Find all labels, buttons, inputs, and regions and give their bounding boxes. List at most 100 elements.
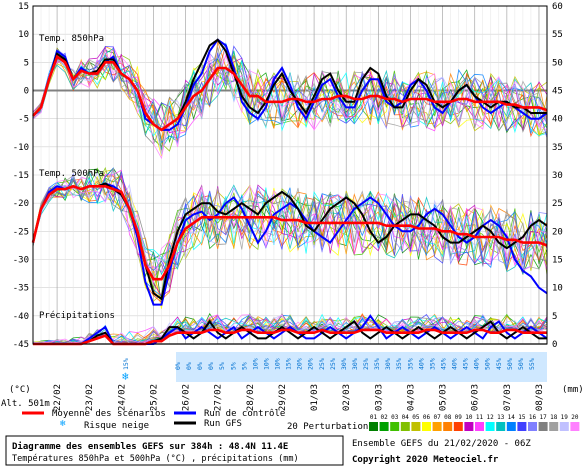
pert-swatch <box>400 422 410 431</box>
pert-swatch <box>559 422 569 431</box>
snow-risk-pct: 20% <box>296 358 304 370</box>
legend-control-label: Run de contrôle <box>204 408 285 419</box>
left-tick-label: -30 <box>13 256 29 266</box>
perturbation-line <box>32 175 548 304</box>
snow-risk-pct: 45% <box>495 358 503 370</box>
pert-number: 07 <box>433 414 441 421</box>
left-tick-label: -25 <box>13 227 29 237</box>
copyright: Copyright 2020 Meteociel.fr <box>352 454 499 465</box>
pert-swatch <box>517 422 527 431</box>
right-unit-label: (mm) <box>562 385 584 395</box>
right-tick-label: 55 <box>552 30 563 40</box>
series-line-t850 <box>32 54 548 132</box>
right-tick-label: 0 <box>552 340 557 350</box>
snow-risk-pct: 35% <box>395 358 403 370</box>
pert-swatch <box>496 422 506 431</box>
plot-frame <box>32 5 548 345</box>
run-info: Ensemble GEFS du 21/02/2020 - 06Z <box>352 439 531 449</box>
right-tick-label: 40 <box>552 115 563 125</box>
left-tick-label: 15 <box>18 2 29 12</box>
right-tick-label: 15 <box>552 256 563 266</box>
snow-risk-pct: 55% <box>528 358 536 370</box>
perturbation-line <box>32 171 548 280</box>
left-tick-label: -5 <box>18 115 29 125</box>
pert-number: 20 <box>571 414 579 421</box>
snow-risk-pct: 25% <box>318 358 326 370</box>
right-tick-label: 35 <box>552 143 563 153</box>
x-tick-label: 01/03 <box>310 384 320 411</box>
x-tick-label: 08/03 <box>535 384 545 411</box>
pert-swatch <box>369 422 378 431</box>
snow-risk-row: ❄15% 0% 0% 0% 0% 5% 5% 5% 10% 10% 10% 15% 20% 20% 25% 2… <box>122 352 547 383</box>
snow-risk-pct: 10% <box>251 358 259 370</box>
pert-swatch <box>485 422 495 431</box>
perturbation-line <box>32 177 548 303</box>
snow-risk-pct: 0% <box>207 362 215 370</box>
pert-number: 16 <box>529 414 537 421</box>
left-tick-label: 10 <box>18 30 29 40</box>
right-tick-label: 30 <box>552 171 563 181</box>
x-tick-label: 03/03 <box>374 384 384 411</box>
left-axis-ticks: 15 10 5 0 -5 -10 -15 -20 -25 -30 -35 -40 -45 <box>13 2 29 350</box>
snow-risk-pct: 45% <box>439 358 447 370</box>
label-temp-850: Temp. 850hPa <box>39 34 104 44</box>
perturbation-line <box>32 170 548 276</box>
altitude-label: Alt. 501m <box>1 399 50 409</box>
snow-risk-pct: 0% <box>174 362 182 370</box>
pert-swatch <box>443 422 453 431</box>
x-tick-label: 25/02 <box>149 384 159 411</box>
right-tick-label: 5 <box>552 312 557 322</box>
snow-risk-pct: 40% <box>473 358 481 370</box>
chart-subtitle: Températures 850hPa et 500hPa (°C) , pré… <box>12 453 299 464</box>
pert-swatch <box>570 422 580 431</box>
snow-risk-pct: 40% <box>451 358 459 370</box>
x-tick-label: 28/02 <box>246 384 256 411</box>
snow-risk-pct: 40% <box>417 358 425 370</box>
pert-number: 11 <box>476 414 484 421</box>
x-tick-label: 23/02 <box>85 384 95 411</box>
pert-number: 03 <box>391 414 399 421</box>
main-series-lines <box>31 38 548 346</box>
left-unit-label: (°C) <box>9 385 31 395</box>
right-tick-label: 10 <box>552 284 563 294</box>
snow-risk-pct: 50% <box>506 358 514 370</box>
snow-risk-pct: 50% <box>517 358 525 370</box>
pert-swatch <box>432 422 442 431</box>
snow-risk-pct: 30% <box>384 358 392 370</box>
pert-number: 17 <box>539 414 547 421</box>
right-tick-label: 20 <box>552 227 563 237</box>
pert-swatch <box>453 422 463 431</box>
x-tick-label: 06/03 <box>471 384 481 411</box>
pert-number: 04 <box>402 414 410 421</box>
pert-number: 18 <box>550 414 558 421</box>
perturbation-line <box>32 49 548 160</box>
snow-risk-pct: 25% <box>329 358 337 370</box>
snow-risk-pct: 30% <box>340 358 348 370</box>
snow-risk-pct: 25% <box>362 358 370 370</box>
x-axis-ticks: 22/02 23/02 24/02 25/02 26/02 27/02 28/02 29/02… <box>53 384 545 411</box>
pert-number: 13 <box>497 414 505 421</box>
snow-risk-pct: 5% <box>229 362 237 370</box>
left-tick-label: -10 <box>13 143 29 153</box>
snow-risk-pct: 10% <box>262 358 270 370</box>
legend-gfs-label: Run GFS <box>204 419 242 429</box>
x-tick-label: 22/02 <box>53 384 63 411</box>
snow-risk-pct: 15% <box>285 358 293 370</box>
snow-risk-pct: 5% <box>240 362 248 370</box>
series-line-t500 <box>32 182 548 301</box>
x-tick-label: 02/03 <box>342 384 352 411</box>
pert-number: 06 <box>423 414 431 421</box>
snow-risk-band <box>176 352 547 382</box>
legend-snow-label: Risque neige <box>84 421 149 431</box>
pert-number: 05 <box>412 414 420 421</box>
snow-risk-pct: 35% <box>428 358 436 370</box>
snow-risk-pct: 20% <box>307 358 315 370</box>
pert-number: 14 <box>508 414 516 421</box>
x-tick-label: 05/03 <box>439 384 449 411</box>
x-tick-label: 04/03 <box>406 384 416 411</box>
left-tick-label: -20 <box>13 199 29 209</box>
series-line-t500 <box>31 184 548 281</box>
pert-swatch <box>464 422 474 431</box>
pert-swatch <box>411 422 421 431</box>
label-temp-500: Temp. 500hPa <box>39 169 104 179</box>
